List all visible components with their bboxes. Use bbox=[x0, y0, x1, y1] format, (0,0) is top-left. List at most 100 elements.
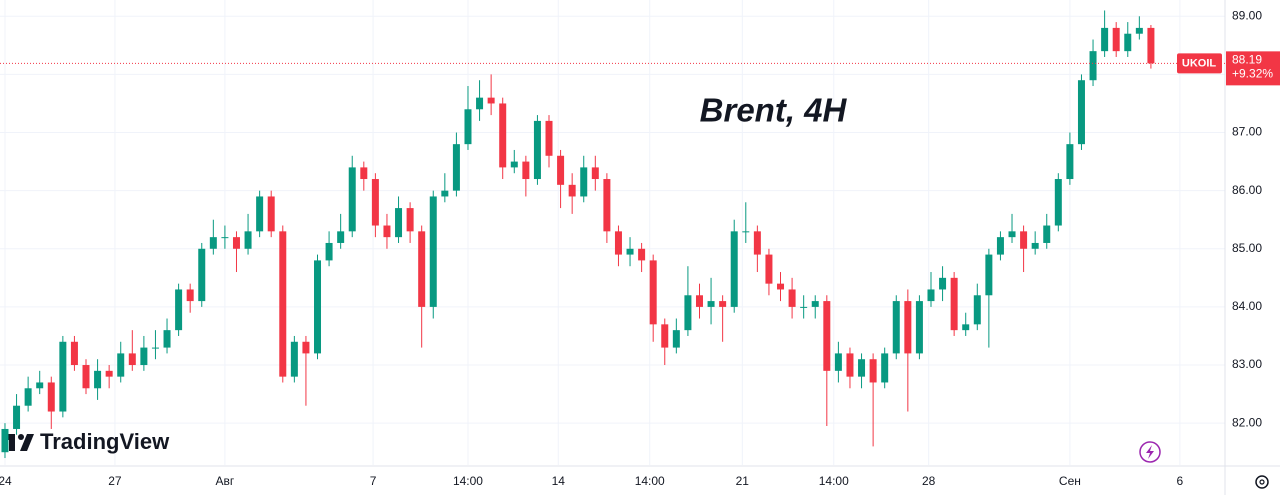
candle-body bbox=[834, 353, 842, 371]
candle-body bbox=[950, 277, 958, 331]
candle-body bbox=[869, 359, 877, 383]
candle-body bbox=[82, 365, 90, 389]
x-tick-label: 14:00 bbox=[819, 474, 849, 488]
gear[interactable] bbox=[1255, 475, 1269, 489]
candle-body bbox=[279, 231, 287, 377]
change-label: +9.32% bbox=[1232, 67, 1273, 81]
candle-body bbox=[163, 330, 171, 348]
candle-body bbox=[499, 103, 507, 168]
candle-body bbox=[904, 301, 912, 354]
icon-bolt[interactable] bbox=[1146, 445, 1154, 459]
y-tick-label: 87.00 bbox=[1232, 125, 1262, 139]
candle-body bbox=[557, 155, 565, 185]
candle-body bbox=[337, 231, 345, 243]
candle-body bbox=[811, 301, 819, 307]
candle-body bbox=[1089, 51, 1097, 81]
candle-body bbox=[406, 208, 414, 232]
logo-shape bbox=[9, 434, 15, 451]
candle-body bbox=[221, 237, 229, 239]
y-tick-label: 85.00 bbox=[1232, 241, 1262, 255]
candle-body bbox=[603, 179, 611, 232]
y-tick-label: 83.00 bbox=[1232, 357, 1262, 371]
candle-body bbox=[1008, 231, 1016, 238]
candle-body bbox=[232, 237, 240, 249]
candle-body bbox=[290, 341, 298, 377]
x-tick-label: 7 bbox=[370, 474, 377, 488]
candle-body bbox=[614, 231, 622, 255]
candle-body bbox=[996, 237, 1004, 255]
x-tick-label: 14:00 bbox=[635, 474, 665, 488]
candle-body bbox=[846, 353, 854, 377]
candle-body bbox=[939, 277, 947, 290]
logo-shape bbox=[18, 434, 24, 440]
candle-body bbox=[661, 324, 669, 348]
last-price-label: 88.19 bbox=[1232, 53, 1262, 67]
y-tick-label: 86.00 bbox=[1232, 183, 1262, 197]
x-tick-label: 14 bbox=[552, 474, 566, 488]
candle-body bbox=[128, 353, 136, 366]
x-tick-label: 21 bbox=[736, 474, 750, 488]
x-tick-label: 28 bbox=[922, 474, 936, 488]
candle-body bbox=[94, 370, 102, 389]
candle-body bbox=[186, 289, 194, 302]
candle-body bbox=[464, 109, 472, 145]
candle-body bbox=[360, 167, 368, 180]
candle-body bbox=[510, 161, 518, 168]
candle-body bbox=[302, 341, 310, 354]
settings-icon[interactable] bbox=[1255, 475, 1269, 489]
candle-body bbox=[325, 242, 333, 261]
candle-body bbox=[1147, 27, 1155, 64]
candle-body bbox=[684, 295, 692, 331]
gear-hole[interactable] bbox=[1259, 479, 1265, 485]
candle-body bbox=[452, 144, 460, 191]
candle-body bbox=[973, 295, 981, 325]
candle-body bbox=[719, 301, 727, 307]
candle-body bbox=[1, 428, 9, 453]
candle-body bbox=[267, 196, 275, 232]
candle-body bbox=[244, 231, 252, 249]
chart-title: Brent, 4H bbox=[700, 92, 848, 129]
candle-body bbox=[1112, 27, 1120, 52]
candle-body bbox=[198, 248, 206, 302]
candle-body bbox=[1054, 179, 1062, 226]
brand-logo: TradingView bbox=[3, 429, 170, 454]
candle-body bbox=[1031, 242, 1039, 249]
candle-body bbox=[626, 248, 634, 255]
x-tick-label: Авг bbox=[216, 474, 235, 488]
x-tick-label: Сен bbox=[1059, 474, 1081, 488]
x-tick-label: 24 bbox=[0, 474, 12, 488]
candle-body bbox=[24, 388, 32, 406]
candle-body bbox=[638, 248, 646, 261]
candle-body bbox=[70, 341, 78, 366]
candle-body bbox=[753, 231, 761, 255]
x-tick-label: 27 bbox=[108, 474, 122, 488]
candle-body bbox=[209, 237, 217, 249]
price-tag-symbol: UKOIL bbox=[1182, 57, 1217, 69]
candle-body bbox=[1066, 144, 1074, 180]
candle-body bbox=[1077, 80, 1085, 145]
candle-body bbox=[881, 353, 889, 383]
candle-body bbox=[985, 254, 993, 296]
candle-body bbox=[487, 97, 495, 104]
candle-body bbox=[892, 301, 900, 354]
candle-body bbox=[117, 353, 125, 377]
candle-body bbox=[371, 179, 379, 226]
candle-body bbox=[476, 97, 484, 110]
candle-body bbox=[348, 167, 356, 232]
logo-shape bbox=[20, 434, 34, 451]
candle-body bbox=[418, 231, 426, 307]
candle-body bbox=[429, 196, 437, 307]
candle-body bbox=[441, 190, 449, 197]
candle-body bbox=[36, 382, 44, 389]
candle-body bbox=[695, 295, 703, 307]
candle-body bbox=[522, 161, 530, 180]
candle-body bbox=[383, 225, 391, 238]
alert-icon[interactable] bbox=[1139, 441, 1161, 463]
candle-body bbox=[568, 184, 576, 197]
candle-body bbox=[858, 359, 866, 377]
x-tick-label: 14:00 bbox=[453, 474, 483, 488]
candle-body bbox=[730, 231, 738, 307]
candle-body bbox=[672, 330, 680, 348]
price-tag-value bbox=[1226, 51, 1280, 86]
candle-body bbox=[742, 231, 750, 233]
